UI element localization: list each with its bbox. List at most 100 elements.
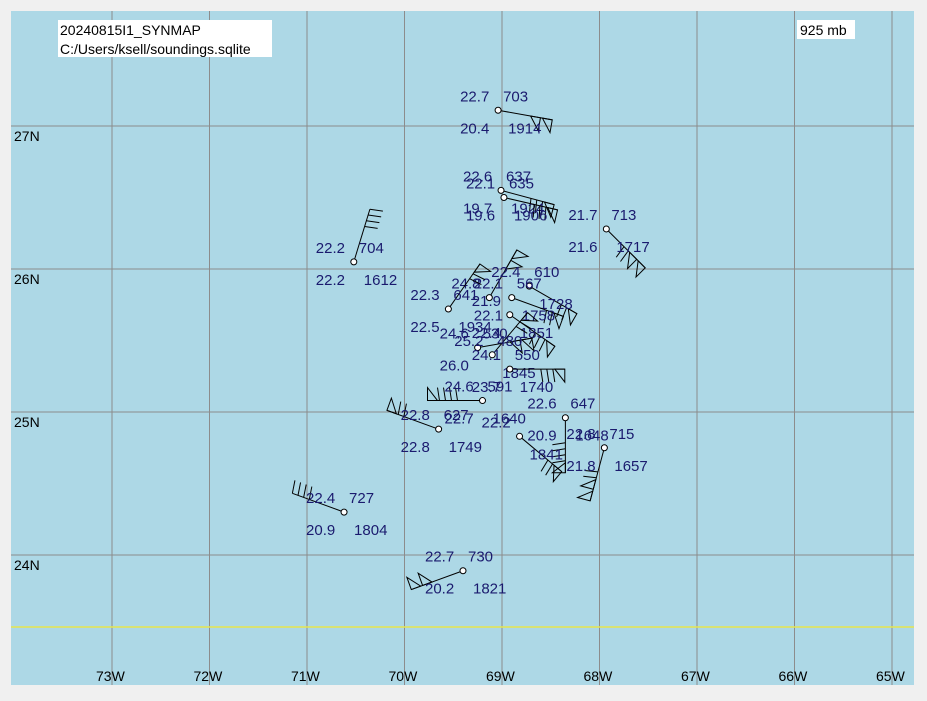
lat-label-2: 25N bbox=[14, 414, 40, 430]
lat-label-1: 26N bbox=[14, 271, 40, 287]
station-3[interactable]: 21.7 713 21.6 1717 bbox=[568, 207, 650, 279]
station-dew: 19.7 bbox=[463, 200, 492, 217]
station-temp: 25.2 bbox=[454, 333, 483, 350]
station-dew: 21.8 bbox=[566, 458, 595, 475]
station-18[interactable]: 22.4 727 20.9 1804 bbox=[291, 480, 387, 539]
station-marker bbox=[488, 351, 496, 359]
station-time: 1906 bbox=[514, 208, 547, 225]
station-0[interactable]: 22.7 703 20.4 1914 bbox=[460, 88, 553, 137]
wind-barb-feather bbox=[529, 198, 532, 212]
station-hgt: 704 bbox=[359, 240, 384, 257]
lon-label-3: 70W bbox=[389, 668, 419, 684]
station-marker bbox=[485, 294, 493, 302]
station-14[interactable]: 22.6 647 20.9 1648 bbox=[527, 396, 609, 474]
wind-barb-feather bbox=[545, 463, 553, 476]
wind-barb-pennant bbox=[504, 259, 524, 270]
wind-barb-feather bbox=[540, 369, 544, 383]
station-temp: 21.7 bbox=[568, 207, 597, 224]
station-time: 1851 bbox=[520, 325, 553, 342]
wind-barb-feather bbox=[519, 321, 532, 330]
station-9[interactable]: 21.9 22.4 1851 bbox=[472, 293, 556, 359]
station-15[interactable]: 22.8 627 22.8 1749 bbox=[386, 396, 482, 456]
station-time: 1717 bbox=[616, 239, 649, 256]
wind-barb-feather bbox=[469, 278, 482, 285]
wind-barb-shaft bbox=[353, 209, 371, 262]
station-marker bbox=[494, 106, 502, 114]
station-dew: 20.2 bbox=[425, 581, 454, 598]
station-8[interactable]: 22.3 641 22.5 1934 bbox=[410, 263, 493, 336]
station-dew: 21.6 bbox=[568, 239, 597, 256]
wind-barb-feather bbox=[303, 484, 307, 498]
station-hgt: 610 bbox=[534, 264, 559, 281]
station-dew: 20.4 bbox=[460, 120, 489, 137]
wind-barb-pennant bbox=[520, 311, 540, 322]
wind-barb-feather bbox=[540, 459, 549, 472]
station-marker bbox=[516, 432, 524, 440]
lon-label-7: 66W bbox=[779, 668, 809, 684]
station-13[interactable]: 24.6 591 22.7 1640 bbox=[427, 379, 526, 428]
wind-barb-feather bbox=[584, 469, 598, 473]
station-hgt: 550 bbox=[515, 347, 540, 364]
station-2[interactable]: 22.1 635 19.6 1906 bbox=[466, 176, 559, 225]
station-marker bbox=[500, 194, 508, 201]
wind-barb-pennant bbox=[635, 259, 646, 279]
station-17[interactable]: 22.8 715 21.8 1657 bbox=[566, 426, 648, 502]
wind-barb-pennant bbox=[386, 396, 398, 415]
lon-label-8: 65W bbox=[876, 668, 906, 684]
station-16[interactable]: 22.2 1841 bbox=[482, 414, 563, 484]
wind-barb-feather bbox=[540, 201, 544, 215]
wind-barb-feather bbox=[556, 304, 562, 318]
lon-label-1: 72W bbox=[194, 668, 224, 684]
wind-barb-pennant bbox=[541, 117, 553, 135]
lon-label-5: 68W bbox=[584, 668, 614, 684]
station-marker bbox=[525, 282, 533, 290]
station-temp: 22.1 bbox=[474, 276, 503, 293]
wind-barb-feather bbox=[538, 339, 546, 352]
station-time: 1821 bbox=[473, 581, 506, 598]
station-time: 1728 bbox=[539, 296, 572, 313]
station-marker bbox=[340, 508, 348, 516]
station-marker bbox=[474, 344, 482, 352]
wind-barb-feather bbox=[543, 310, 548, 324]
wind-barb-pennant bbox=[417, 572, 434, 587]
wind-barb-pennant bbox=[473, 263, 493, 273]
station-temp: 22.8 bbox=[401, 407, 430, 424]
station-6[interactable]: 22.4 610 1728 bbox=[491, 264, 578, 327]
wind-barb-pennant bbox=[553, 312, 565, 331]
station-marker bbox=[600, 444, 608, 452]
station-7[interactable]: 22.1 567 22.1 1758 bbox=[474, 276, 565, 331]
station-marker bbox=[497, 186, 505, 194]
station-dew: 22.5 bbox=[410, 319, 439, 336]
station-10[interactable]: 24.6 530 26.0 bbox=[440, 326, 535, 375]
lon-label-0: 73W bbox=[96, 668, 126, 684]
station-temp: 22.4 bbox=[306, 490, 335, 507]
wind-barb-feather bbox=[443, 387, 446, 401]
wind-barb-pennant bbox=[520, 337, 535, 353]
wind-barb-pennant bbox=[552, 464, 563, 484]
station-time: 1640 bbox=[493, 411, 526, 428]
longitude-labels: 73W 72W 71W 70W 69W 68W 67W 66W 65W bbox=[96, 668, 906, 684]
station-time: 1841 bbox=[530, 446, 563, 463]
wind-barb-pennant bbox=[553, 368, 566, 384]
wind-barb-pennant bbox=[529, 115, 542, 133]
wind-barb-pennant bbox=[546, 339, 556, 359]
station-temp: 22.6 bbox=[463, 168, 492, 185]
station-dew: 22.1 bbox=[474, 308, 503, 325]
station-4[interactable]: 22.2 704 22.2 1612 bbox=[316, 208, 397, 289]
title-box bbox=[58, 20, 272, 57]
station-19[interactable]: 22.7 730 20.2 1821 bbox=[405, 549, 507, 598]
station-time: 1804 bbox=[354, 522, 387, 539]
wind-barb-pennant bbox=[509, 339, 523, 355]
station-hgt: 715 bbox=[609, 426, 634, 443]
wind-barb-feather bbox=[534, 199, 538, 214]
station-marker bbox=[506, 311, 514, 319]
wind-barb-shaft bbox=[292, 492, 345, 513]
station-marker bbox=[459, 567, 467, 575]
station-hgt: 530 bbox=[483, 326, 508, 343]
wind-barb-pennant bbox=[427, 386, 439, 402]
station-12[interactable]: 24.1 550 23.7 1740 bbox=[472, 347, 566, 396]
station-time: 1749 bbox=[449, 439, 482, 456]
